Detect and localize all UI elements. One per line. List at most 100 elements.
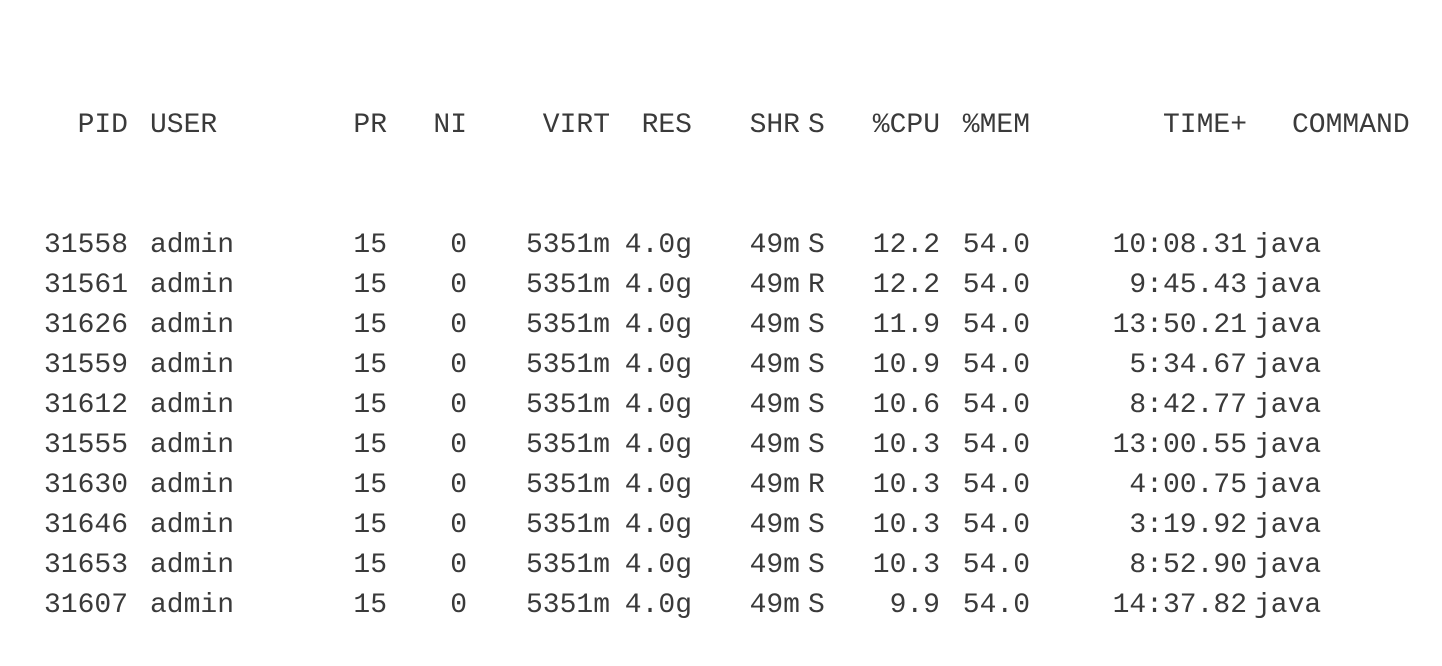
cell-shr: 49m	[749, 390, 800, 421]
cell-pr: 15	[353, 430, 387, 461]
cell-res: 4.0g	[624, 230, 692, 261]
cell-pr: 15	[353, 230, 387, 261]
cell-shr: 49m	[749, 470, 800, 501]
cell-command: java	[1254, 230, 1322, 261]
cell-virt: 5351m	[525, 550, 610, 581]
table-row: 31607 admin 15 0 5351m 4.0g 49m S 9.9 54.0 14:37.8…	[0, 586, 1442, 626]
cell-command: java	[1254, 550, 1322, 581]
cell-cpu: 10.3	[872, 510, 940, 541]
cell-res: 4.0g	[624, 350, 692, 381]
cell-res: 4.0g	[624, 430, 692, 461]
table-row: 31612 admin 15 0 5351m 4.0g 49m S 10.6 54.0 8:42.7…	[0, 386, 1442, 426]
header-ni: NI	[433, 110, 467, 141]
cell-state: S	[808, 510, 825, 541]
cell-cpu: 10.3	[872, 470, 940, 501]
table-row: 31561 admin 15 0 5351m 4.0g 49m R 12.2 54.0 9:45.4…	[0, 266, 1442, 306]
cell-ni: 0	[450, 230, 467, 261]
table-header: PID USER PR NI VIRT RES SHR S %CPU %MEM …	[0, 106, 1442, 146]
cell-time: 8:42.77	[1129, 390, 1247, 421]
cell-res: 4.0g	[624, 510, 692, 541]
table-row: 31558 admin 15 0 5351m 4.0g 49m S 12.2 54.0 10:08.…	[0, 226, 1442, 266]
cell-ni: 0	[450, 510, 467, 541]
table-row: 31555 admin 15 0 5351m 4.0g 49m S 10.3 54.0 13:00.…	[0, 426, 1442, 466]
header-res: RES	[641, 110, 692, 141]
cell-user: admin	[150, 270, 235, 301]
cell-pr: 15	[353, 510, 387, 541]
cell-command: java	[1254, 270, 1322, 301]
cell-virt: 5351m	[525, 510, 610, 541]
cell-pr: 15	[353, 550, 387, 581]
header-user: USER	[150, 110, 218, 141]
cell-pid: 31653	[43, 550, 128, 581]
cell-pid: 31607	[43, 590, 128, 621]
cell-virt: 5351m	[525, 350, 610, 381]
cell-cpu: 10.3	[872, 430, 940, 461]
cell-pid: 31559	[43, 350, 128, 381]
cell-ni: 0	[450, 550, 467, 581]
cell-time: 5:34.67	[1129, 350, 1247, 381]
cell-user: admin	[150, 430, 235, 461]
table-row: 31630 admin 15 0 5351m 4.0g 49m R 10.3 54.0 4:00.7…	[0, 466, 1442, 506]
cell-user: admin	[150, 510, 235, 541]
cell-shr: 49m	[749, 350, 800, 381]
table-row: 31559 admin 15 0 5351m 4.0g 49m S 10.9 54.0 5:34.6…	[0, 346, 1442, 386]
cell-mem: 54.0	[962, 470, 1030, 501]
cell-state: S	[808, 430, 825, 461]
cell-mem: 54.0	[962, 590, 1030, 621]
cell-state: S	[808, 390, 825, 421]
cell-cpu: 10.9	[872, 350, 940, 381]
cell-time: 9:45.43	[1129, 270, 1247, 301]
cell-res: 4.0g	[624, 310, 692, 341]
table-row: 31653 admin 15 0 5351m 4.0g 49m S 10.3 54.0 8:52.9…	[0, 546, 1442, 586]
cell-command: java	[1254, 590, 1322, 621]
header-mem: %MEM	[962, 110, 1030, 141]
cell-state: R	[808, 470, 825, 501]
cell-shr: 49m	[749, 550, 800, 581]
cell-state: S	[808, 230, 825, 261]
cell-time: 4:00.75	[1129, 470, 1247, 501]
cell-res: 4.0g	[624, 590, 692, 621]
cell-command: java	[1254, 350, 1322, 381]
cell-time: 8:52.90	[1129, 550, 1247, 581]
cell-command: java	[1254, 510, 1322, 541]
header-pr: PR	[353, 110, 387, 141]
cell-mem: 54.0	[962, 550, 1030, 581]
header-cpu: %CPU	[872, 110, 940, 141]
cell-virt: 5351m	[525, 390, 610, 421]
cell-virt: 5351m	[525, 230, 610, 261]
cell-mem: 54.0	[962, 230, 1030, 261]
header-time: TIME+	[1162, 110, 1247, 141]
cell-state: S	[808, 310, 825, 341]
cell-state: S	[808, 590, 825, 621]
cell-pid: 31646	[43, 510, 128, 541]
cell-virt: 5351m	[525, 590, 610, 621]
cell-pid: 31626	[43, 310, 128, 341]
cell-mem: 54.0	[962, 310, 1030, 341]
cell-command: java	[1254, 310, 1322, 341]
cell-command: java	[1254, 390, 1322, 421]
cell-shr: 49m	[749, 270, 800, 301]
header-command: COMMAND	[1292, 110, 1410, 141]
header-virt: VIRT	[542, 110, 610, 141]
cell-shr: 49m	[749, 310, 800, 341]
cell-user: admin	[150, 230, 235, 261]
cell-cpu: 11.9	[872, 310, 940, 341]
cell-virt: 5351m	[525, 270, 610, 301]
cell-virt: 5351m	[525, 430, 610, 461]
cell-cpu: 12.2	[872, 230, 940, 261]
cell-time: 3:19.92	[1129, 510, 1247, 541]
cell-res: 4.0g	[624, 550, 692, 581]
cell-command: java	[1254, 430, 1322, 461]
cell-pr: 15	[353, 390, 387, 421]
cell-user: admin	[150, 590, 235, 621]
cell-mem: 54.0	[962, 270, 1030, 301]
cell-pr: 15	[353, 350, 387, 381]
cell-pr: 15	[353, 590, 387, 621]
cell-time: 13:50.21	[1112, 310, 1247, 341]
cell-pid: 31612	[43, 390, 128, 421]
cell-ni: 0	[450, 430, 467, 461]
table-row: 31646 admin 15 0 5351m 4.0g 49m S 10.3 54.0 3:19.9…	[0, 506, 1442, 546]
cell-cpu: 9.9	[889, 590, 940, 621]
cell-pr: 15	[353, 270, 387, 301]
cell-ni: 0	[450, 390, 467, 421]
